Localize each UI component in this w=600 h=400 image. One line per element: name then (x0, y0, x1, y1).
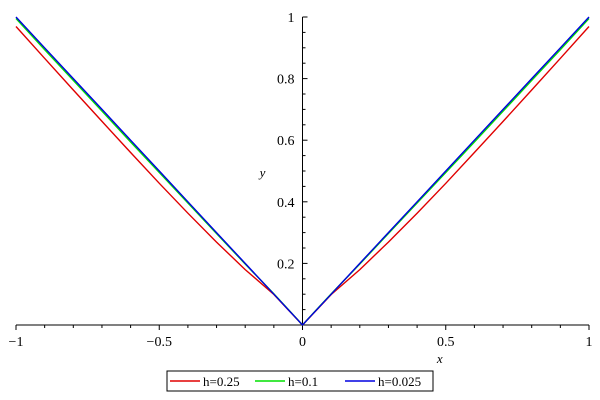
x-tick-label: 1 (586, 335, 593, 350)
x-axis-title: x (436, 351, 443, 366)
series-layer (15, 16, 590, 326)
x-ticks: −1 −0.5 0 0.5 1 (9, 325, 593, 350)
x-tick-label: 0.5 (437, 335, 455, 350)
x-tick-label: 0 (299, 335, 306, 350)
legend-label: h=0.025 (378, 374, 421, 389)
y-axis-title: y (258, 165, 266, 180)
y-tick-label: 0.2 (277, 257, 295, 272)
series-line-h-0-025 (15, 16, 590, 326)
legend-box (166, 370, 434, 392)
legend-label: h=0.25 (203, 374, 240, 389)
x-tick-label: −0.5 (147, 335, 172, 350)
legend-items: h=0.25 h=0.1 h=0.025 (170, 374, 421, 389)
x-tick-label: −1 (9, 335, 24, 350)
y-ticks: 0.2 0.4 0.6 0.8 1 (277, 11, 308, 311)
y-tick-label: 0.6 (277, 134, 295, 149)
axes: −1 −0.5 0 0.5 1 0.2 0.4 0.6 0.8 1 (9, 11, 593, 350)
y-tick-label: 1 (288, 11, 295, 26)
legend-label: h=0.1 (288, 374, 318, 389)
y-tick-label: 0.4 (277, 196, 295, 211)
y-tick-label: 0.8 (277, 73, 295, 88)
legend: h=0.25 h=0.1 h=0.025 (166, 370, 434, 392)
